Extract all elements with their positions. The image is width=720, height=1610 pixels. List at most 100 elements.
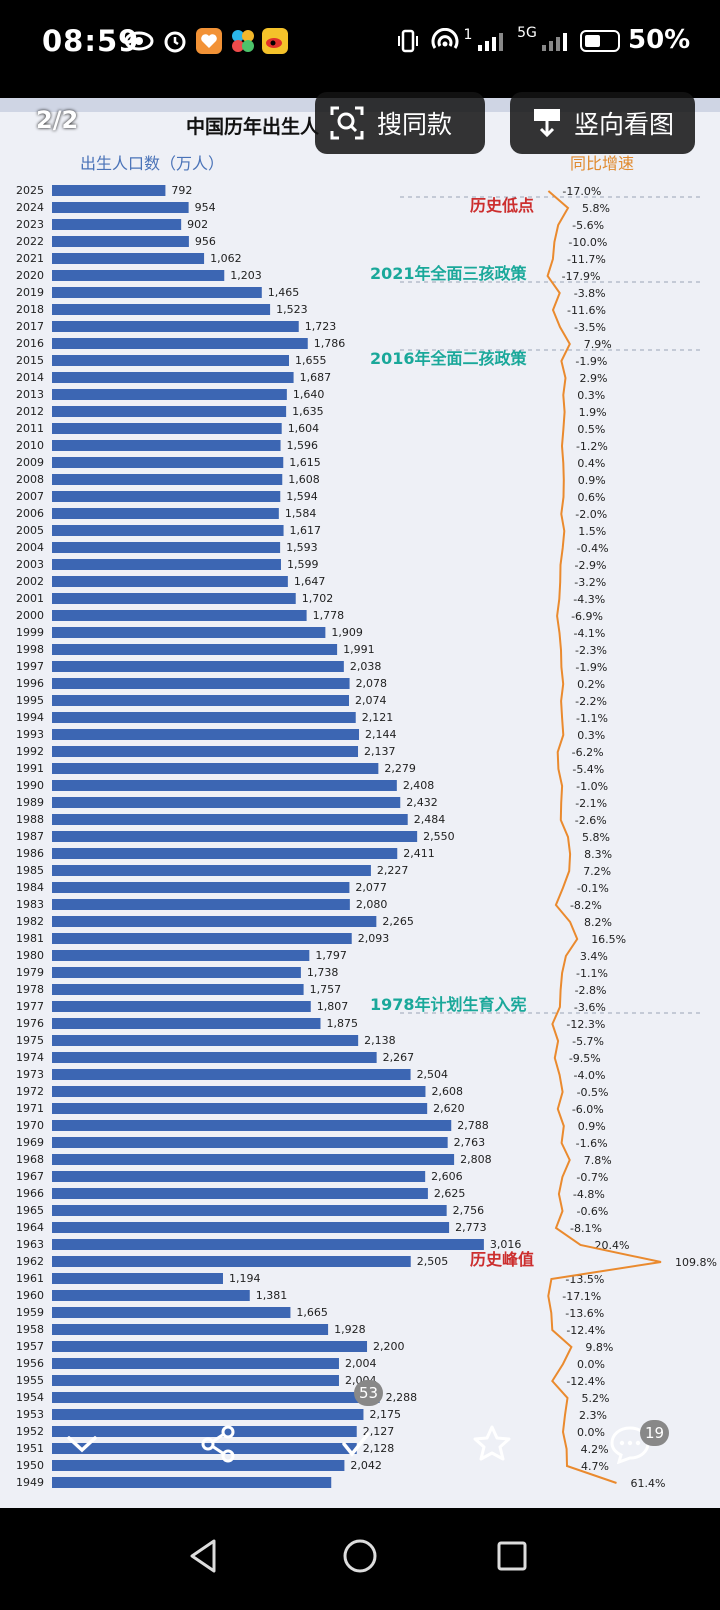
bar-1949 bbox=[52, 1477, 332, 1488]
bar-1950 bbox=[52, 1460, 345, 1471]
bar-1954 bbox=[52, 1392, 380, 1403]
growth-label: 0.3% bbox=[577, 729, 605, 742]
value-label: 2,004 bbox=[345, 1357, 377, 1370]
bar-2018 bbox=[52, 304, 271, 315]
growth-label: -8.2% bbox=[570, 899, 602, 912]
share-button[interactable] bbox=[192, 1418, 244, 1470]
bar-2025 bbox=[52, 185, 166, 196]
find-same-button[interactable]: 搜同款 bbox=[315, 92, 485, 154]
recents-square-icon bbox=[497, 1541, 527, 1571]
growth-label: 0.0% bbox=[577, 1426, 605, 1439]
signal-icon bbox=[476, 28, 510, 54]
growth-label: -13.6% bbox=[565, 1307, 604, 1320]
growth-label: 0.9% bbox=[578, 474, 606, 487]
bar-1993 bbox=[52, 729, 360, 740]
bar-2020 bbox=[52, 270, 225, 281]
nav-back-button[interactable] bbox=[188, 1538, 220, 1578]
growth-label: -10.0% bbox=[568, 236, 607, 249]
image-viewer[interactable]: 2025 792 -17.0% 2024 954 5.8% 2023 902 -5.6% 2022… bbox=[0, 98, 720, 1508]
value-label: 1,615 bbox=[289, 456, 321, 469]
bar-1959 bbox=[52, 1307, 291, 1318]
year-tick-label: 2018 bbox=[16, 303, 44, 316]
nav-home-button[interactable] bbox=[342, 1538, 378, 1578]
year-tick-label: 1956 bbox=[16, 1357, 44, 1370]
year-tick-label: 1968 bbox=[16, 1153, 44, 1166]
growth-label: 61.4% bbox=[630, 1477, 665, 1490]
bar-2013 bbox=[52, 389, 287, 400]
value-label: 2,080 bbox=[356, 898, 388, 911]
bar-1975 bbox=[52, 1035, 359, 1046]
collapse-button[interactable] bbox=[56, 1418, 108, 1470]
year-tick-label: 1966 bbox=[16, 1187, 44, 1200]
vibrate-icon bbox=[396, 28, 420, 54]
growth-label: -2.8% bbox=[575, 984, 607, 997]
growth-label: -17.1% bbox=[562, 1290, 601, 1303]
year-tick-label: 1951 bbox=[16, 1442, 44, 1455]
bar-2006 bbox=[52, 508, 279, 519]
growth-label: -0.1% bbox=[577, 882, 609, 895]
value-label: 1,909 bbox=[331, 626, 363, 639]
system-nav-bar bbox=[0, 1508, 720, 1610]
growth-label: 7.8% bbox=[584, 1154, 612, 1167]
value-label: 2,200 bbox=[373, 1340, 405, 1353]
bar-2009 bbox=[52, 457, 284, 468]
growth-label: -4.8% bbox=[573, 1188, 605, 1201]
value-label: 1,203 bbox=[230, 269, 261, 282]
bar-1987 bbox=[52, 831, 418, 842]
year-tick-label: 2016 bbox=[16, 337, 44, 350]
value-label: 1,381 bbox=[256, 1289, 288, 1302]
value-label: 1,647 bbox=[294, 575, 326, 588]
value-label: 2,288 bbox=[386, 1391, 418, 1404]
year-tick-label: 2021 bbox=[16, 252, 44, 265]
bar-1952 bbox=[52, 1426, 357, 1437]
annotation-historic-peak: 历史峰值 bbox=[470, 1250, 534, 1269]
year-tick-label: 2024 bbox=[16, 201, 44, 214]
year-tick-label: 1953 bbox=[16, 1408, 44, 1421]
favorite-button[interactable] bbox=[466, 1418, 518, 1470]
growth-label: -0.5% bbox=[577, 1086, 609, 1099]
growth-label: -5.6% bbox=[572, 219, 604, 232]
value-label: 902 bbox=[187, 218, 208, 231]
growth-label: 1.5% bbox=[578, 525, 606, 538]
bar-1982 bbox=[52, 916, 377, 927]
growth-label: -8.1% bbox=[570, 1222, 602, 1235]
growth-label: 4.2% bbox=[581, 1443, 609, 1456]
value-label: 2,505 bbox=[417, 1255, 449, 1268]
bar-2001 bbox=[52, 593, 296, 604]
bar-1989 bbox=[52, 797, 401, 808]
sim-indicator: 1 bbox=[463, 27, 473, 43]
growth-label: -2.0% bbox=[575, 508, 607, 521]
growth-label: 2.9% bbox=[579, 372, 607, 385]
annotation-historic-low: 历史低点 bbox=[470, 196, 534, 215]
birth-chart: 2025 792 -17.0% 2024 954 5.8% 2023 902 -5.6% 2022… bbox=[0, 98, 720, 1508]
bar-2017 bbox=[52, 321, 299, 332]
bar-1990 bbox=[52, 780, 397, 791]
value-label: 2,763 bbox=[454, 1136, 486, 1149]
value-label: 1,738 bbox=[307, 966, 339, 979]
bar-1980 bbox=[52, 950, 310, 961]
year-tick-label: 1995 bbox=[16, 694, 44, 707]
growth-label: -1.9% bbox=[575, 661, 607, 674]
home-circle-icon bbox=[343, 1539, 377, 1573]
growth-label: 8.2% bbox=[584, 916, 612, 929]
like-button[interactable] bbox=[330, 1418, 382, 1470]
hotspot-icon bbox=[430, 28, 460, 54]
value-label: 1,594 bbox=[286, 490, 318, 503]
growth-label: -1.9% bbox=[575, 355, 607, 368]
alarm-icon bbox=[162, 28, 188, 54]
bar-1992 bbox=[52, 746, 359, 757]
growth-label: 20.4% bbox=[595, 1239, 630, 1252]
growth-label: -1.1% bbox=[576, 712, 608, 725]
value-label: 2,608 bbox=[431, 1085, 463, 1098]
nav-recents-button[interactable] bbox=[496, 1540, 528, 1576]
star-icon bbox=[473, 1425, 511, 1461]
year-tick-label: 1992 bbox=[16, 745, 44, 758]
bar-2011 bbox=[52, 423, 282, 434]
year-tick-label: 1982 bbox=[16, 915, 44, 928]
bar-1956 bbox=[52, 1358, 339, 1369]
value-label: 2,144 bbox=[365, 728, 397, 741]
growth-label: -1.1% bbox=[576, 967, 608, 980]
growth-label: -6.9% bbox=[571, 610, 603, 623]
vertical-view-button[interactable]: 竖向看图 bbox=[510, 92, 695, 154]
bar-1960 bbox=[52, 1290, 250, 1301]
